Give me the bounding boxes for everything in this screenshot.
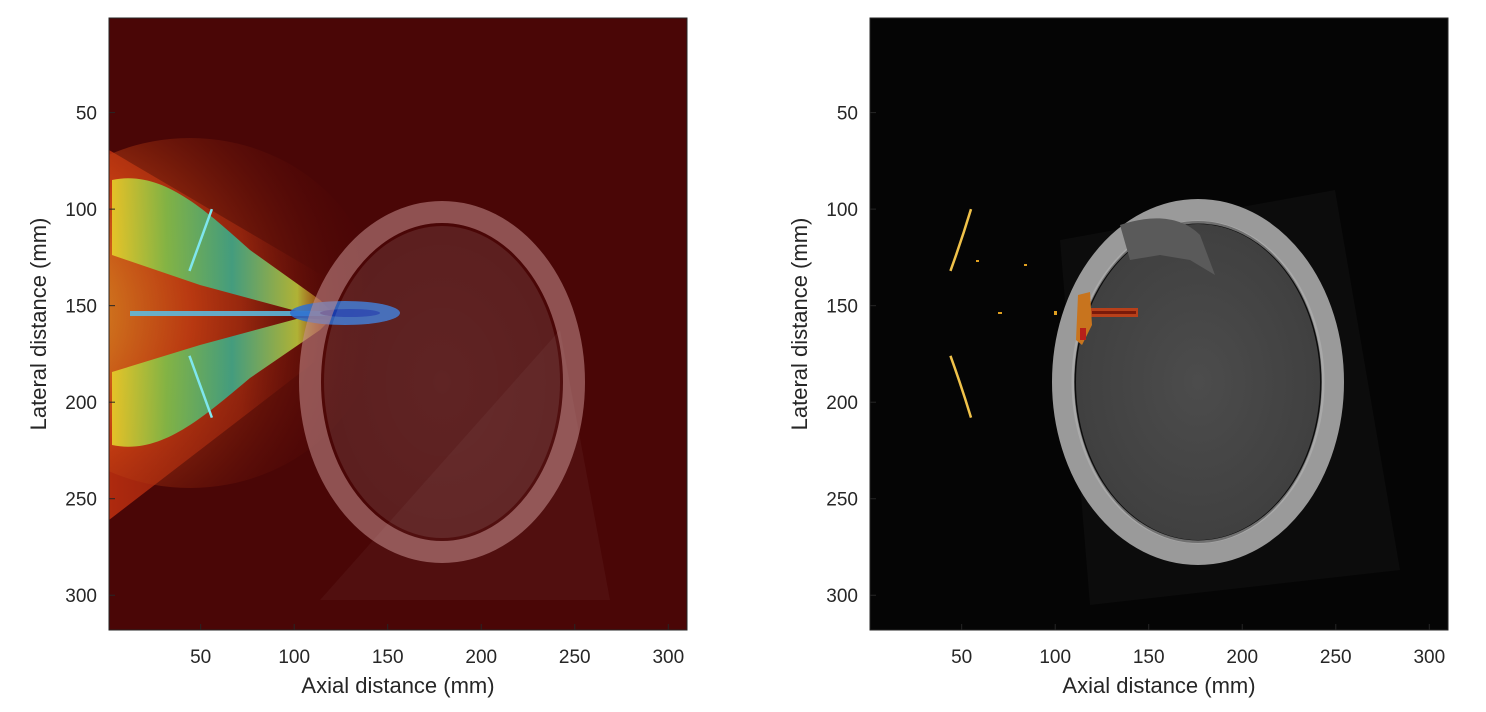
right-y-tick-label: 200	[826, 393, 858, 414]
right-x-tick-label: 200	[1226, 647, 1258, 668]
right-y-tick-label: 250	[826, 490, 858, 511]
left-beam-axis	[130, 311, 330, 316]
right-speckle	[1054, 311, 1057, 315]
left-beam-upper-lobe	[112, 178, 330, 312]
left-x-tick-label: 300	[652, 647, 684, 668]
right-speckle	[1024, 264, 1027, 266]
left-y-tick-label: 50	[76, 104, 97, 125]
left-x-tick-label: 50	[190, 647, 211, 668]
right-focus-core	[1092, 311, 1136, 314]
right-focus-hotspot-core	[1080, 328, 1086, 340]
left-y-tick-label: 200	[65, 393, 97, 414]
right-skull-shell	[1052, 199, 1344, 565]
right-y-tick-label: 100	[826, 200, 858, 221]
right-transducer-arc	[949, 355, 973, 418]
left-skull-oblique-slab	[320, 330, 610, 600]
right-y-tick-label: 50	[837, 104, 858, 125]
right-speckle	[976, 260, 979, 262]
right-y-tick-label: 150	[826, 297, 858, 318]
left-x-tick-label: 200	[465, 647, 497, 668]
right-x-tick-label: 300	[1413, 647, 1445, 668]
right-skull-inner-rim	[1071, 220, 1325, 544]
right-x-tick-label: 150	[1133, 647, 1165, 668]
left-ticks: 50 100 150 200 250 300 50 100 150 200 250 300	[65, 104, 684, 668]
left-y-tick-label: 100	[65, 200, 97, 221]
left-beam-lower-lobe	[112, 318, 330, 447]
left-x-tick-label: 100	[278, 647, 310, 668]
left-axes-box	[108, 17, 688, 631]
left-transducer-arcs	[188, 208, 214, 419]
left-y-tick-label: 250	[65, 490, 97, 511]
left-transducer-arc	[188, 208, 214, 272]
right-transducer-arc	[949, 208, 973, 272]
right-axes-box	[869, 17, 1449, 631]
right-skull-interior	[1076, 224, 1320, 540]
left-x-tick-label: 150	[372, 647, 404, 668]
left-skull-shell	[299, 201, 585, 563]
right-x-tick-label: 50	[951, 647, 972, 668]
right-x-tick-label: 250	[1320, 647, 1352, 668]
right-panel: 50 100 150 200 250 300 50 100 150 200 250 300 Axial…	[787, 17, 1449, 698]
left-skull-interior	[324, 226, 560, 538]
right-y-tick-label: 300	[826, 586, 858, 607]
left-panel: 50 100 150 200 250 300 50 100 150 200 250 300 Axial…	[26, 17, 688, 698]
right-speckle	[998, 312, 1002, 314]
left-transducer-arc	[188, 355, 214, 419]
left-x-tick-label: 250	[559, 647, 591, 668]
left-y-tick-label: 300	[65, 586, 97, 607]
right-transducer-arcs	[949, 208, 973, 418]
left-ylabel: Lateral distance (mm)	[26, 218, 51, 431]
right-xlabel: Axial distance (mm)	[1062, 673, 1255, 698]
right-ticks: 50 100 150 200 250 300 50 100 150 200 250 300	[826, 104, 1445, 668]
left-y-tick-label: 150	[65, 297, 97, 318]
right-x-tick-label: 100	[1039, 647, 1071, 668]
left-xlabel: Axial distance (mm)	[301, 673, 494, 698]
right-ylabel: Lateral distance (mm)	[787, 218, 812, 431]
right-sinus-region	[1120, 218, 1215, 275]
